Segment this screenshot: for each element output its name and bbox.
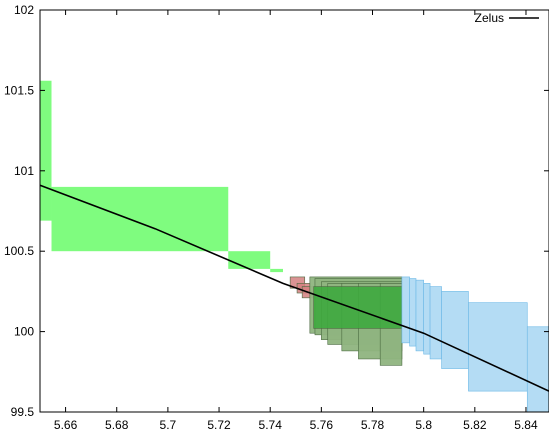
x-tick-label: 5.72 — [207, 418, 231, 432]
x-tick-label: 5.76 — [310, 418, 334, 432]
legend: Zelus — [475, 11, 539, 25]
box-darkgreen-14 — [313, 286, 403, 329]
x-axis-ticks: 5.66 5.68 5.7 5.72 5.74 5.76 5.78 5.8 5.82 5.84 — [54, 10, 538, 432]
x-tick-label: 5.7 — [160, 418, 177, 432]
y-tick-label: 101.5 — [4, 83, 34, 97]
series-lines — [39, 184, 549, 392]
x-tick-label: 5.74 — [259, 418, 283, 432]
legend-label: Zelus — [475, 11, 504, 25]
x-tick-label: 5.66 — [54, 418, 78, 432]
plot-frame — [39, 9, 549, 413]
y-tick-label: 100.5 — [4, 244, 34, 258]
box-green-2 — [228, 251, 271, 269]
box-blue-22 — [526, 326, 549, 413]
x-tick-label: 5.84 — [514, 418, 538, 432]
box-blue-18 — [423, 283, 431, 355]
box-blue-15 — [401, 276, 410, 344]
box-blue-19 — [429, 286, 442, 360]
series-line-0 — [39, 184, 549, 392]
uncertainty-boxes — [40, 80, 549, 413]
box-blue-17 — [415, 279, 424, 352]
y-tick-label: 102 — [14, 3, 34, 17]
y-tick-label: 99.5 — [11, 405, 35, 419]
x-tick-label: 5.68 — [105, 418, 129, 432]
box-blue-20 — [441, 291, 469, 369]
box-green-0 — [40, 80, 52, 221]
box-green-1 — [51, 186, 229, 252]
y-axis-ticks: 99.5 100 100.5 101 101.5 102 — [4, 3, 549, 419]
box-blue-16 — [409, 278, 417, 347]
x-tick-label: 5.8 — [415, 418, 432, 432]
x-tick-label: 5.78 — [361, 418, 385, 432]
x-tick-label: 5.82 — [463, 418, 487, 432]
y-tick-label: 100 — [14, 325, 34, 339]
y-tick-label: 101 — [14, 164, 34, 178]
box-green-3 — [270, 268, 283, 273]
